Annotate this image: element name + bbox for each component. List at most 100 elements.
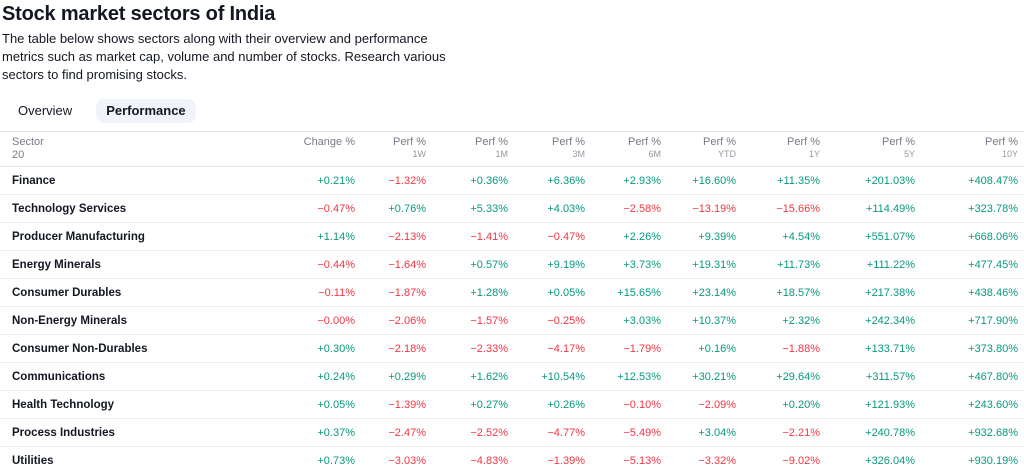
- sector-count: 20: [12, 149, 25, 161]
- perf-value: −1.57%: [428, 306, 510, 335]
- column-header-timeframe: 1Y: [808, 149, 820, 159]
- perf-value: +551.07%: [822, 222, 917, 251]
- perf-value: +467.80%: [917, 362, 1020, 391]
- sector-link[interactable]: Consumer Non-Durables: [12, 342, 148, 355]
- sector-link[interactable]: Energy Minerals: [12, 258, 101, 271]
- perf-value: +0.24%: [285, 362, 357, 391]
- perf-value: +12.53%: [587, 362, 663, 391]
- perf-value: −4.83%: [428, 446, 510, 465]
- column-header-sector[interactable]: Sector 20: [0, 131, 285, 167]
- column-header-1y[interactable]: Perf % 1Y: [738, 131, 822, 167]
- table-row: Utilities +0.73% −3.03% −4.83% −1.39% −5.13% −…: [0, 446, 1024, 465]
- perf-value: +19,504.56%: [1020, 418, 1024, 447]
- column-header-metric: Perf %: [881, 136, 915, 148]
- perf-value: +0.73%: [285, 446, 357, 465]
- table-header-row: Sector 20 Change % Perf % 1W Perf % 1M Perf %…: [0, 131, 1024, 167]
- column-header-metric: Perf %: [551, 136, 585, 148]
- column-header-metric: Perf %: [984, 136, 1018, 148]
- sector-link[interactable]: Health Technology: [12, 398, 115, 411]
- sector-link[interactable]: Non-Energy Minerals: [12, 314, 128, 327]
- perf-value: +24,970.01%: [1020, 390, 1024, 419]
- perf-value: +4.54%: [738, 222, 822, 251]
- sector-link[interactable]: Finance: [12, 174, 56, 187]
- perf-value: +201.03%: [822, 166, 917, 195]
- perf-value: −3.03%: [357, 446, 428, 465]
- sector-link[interactable]: Technology Services: [12, 202, 127, 215]
- table-body: Finance +0.21% −1.32% +0.36% +6.36% +2.93% +16…: [0, 166, 1024, 465]
- tab-overview[interactable]: Overview: [8, 99, 82, 123]
- perf-value: −0.47%: [285, 194, 357, 223]
- perf-value: +2.26%: [587, 222, 663, 251]
- column-header-6m[interactable]: Perf % 6M: [587, 131, 663, 167]
- column-header-timeframe: 10Y: [1001, 149, 1018, 159]
- perf-value: −2.58%: [587, 194, 663, 223]
- perf-value: −4.17%: [510, 334, 587, 363]
- perf-value: +114.49%: [822, 194, 917, 223]
- perf-value: −3.32%: [663, 446, 738, 465]
- column-header-1m[interactable]: Perf % 1M: [428, 131, 510, 167]
- perf-value: +0.57%: [428, 250, 510, 279]
- perf-value: +1.14%: [285, 222, 357, 251]
- perf-value: +373.80%: [917, 334, 1020, 363]
- perf-value: +0.16%: [663, 334, 738, 363]
- column-header-timeframe: 6M: [648, 149, 661, 159]
- perf-value: +5.33%: [428, 194, 510, 223]
- perf-value: +15,605.80%: [1020, 222, 1024, 251]
- perf-value: +4,115.89%: [1020, 362, 1024, 391]
- perf-value: +19.31%: [663, 250, 738, 279]
- perf-value: +717.90%: [917, 306, 1020, 335]
- page-title: Stock market sectors of India: [2, 3, 276, 25]
- sector-link[interactable]: Producer Manufacturing: [12, 230, 145, 243]
- perf-value: +50,985.13%: [1020, 278, 1024, 307]
- perf-value: −1.87%: [357, 278, 428, 307]
- column-header-timeframe: 5Y: [903, 149, 915, 159]
- column-header-10y[interactable]: Perf % 10Y: [917, 131, 1020, 167]
- perf-value: −2.09%: [663, 390, 738, 419]
- perf-value: −1.79%: [587, 334, 663, 363]
- tab-bar: Overview Performance: [8, 99, 1024, 123]
- sector-header-label: Sector: [12, 136, 44, 148]
- perf-value: −1.39%: [510, 446, 587, 465]
- sector-link[interactable]: Communications: [12, 370, 106, 383]
- perf-value: +0.27%: [428, 390, 510, 419]
- perf-value: −1.32%: [357, 166, 428, 195]
- column-header-metric: Perf %: [627, 136, 661, 148]
- column-header-all-time[interactable]: Perf %All Time: [1020, 131, 1024, 167]
- column-header-1w[interactable]: Perf % 1W: [357, 131, 428, 167]
- column-header-timeframe: All Time: [1020, 149, 1024, 160]
- perf-value: +0.36%: [428, 166, 510, 195]
- perf-value: +668.06%: [917, 222, 1020, 251]
- perf-value: −9.02%: [738, 446, 822, 465]
- table-row: Communications +0.24% +0.29% +1.62% +10.54% +…: [0, 362, 1024, 391]
- column-header-3m[interactable]: Perf % 3M: [510, 131, 587, 167]
- table-row: Consumer Durables −0.11% −1.87% +1.28% +0.05…: [0, 278, 1024, 307]
- perf-value: −2.33%: [428, 334, 510, 363]
- perf-value: +9.19%: [510, 250, 587, 279]
- perf-value: +10.54%: [510, 362, 587, 391]
- perf-value: −0.25%: [510, 306, 587, 335]
- column-header-ytd[interactable]: Perf % YTD: [663, 131, 738, 167]
- perf-value: +3.73%: [587, 250, 663, 279]
- column-header-metric: Perf %: [474, 136, 508, 148]
- perf-value: +7,890.66%: [1020, 306, 1024, 335]
- perf-value: −1.64%: [357, 250, 428, 279]
- perf-value: +217.38%: [822, 278, 917, 307]
- column-header-metric: Change %: [303, 136, 355, 148]
- perf-value: +6.36%: [510, 166, 587, 195]
- perf-value: +18.57%: [738, 278, 822, 307]
- perf-value: −0.44%: [285, 250, 357, 279]
- tab-performance[interactable]: Performance: [96, 99, 196, 123]
- perf-value: +9.39%: [663, 222, 738, 251]
- column-header-metric: Perf %: [702, 136, 736, 148]
- sector-link[interactable]: Process Industries: [12, 426, 115, 439]
- sector-link[interactable]: Consumer Durables: [12, 286, 122, 299]
- sector-link[interactable]: Utilities: [12, 454, 54, 465]
- column-header-5y[interactable]: Perf % 5Y: [822, 131, 917, 167]
- perf-value: −2.47%: [357, 418, 428, 447]
- perf-value: +438.46%: [917, 278, 1020, 307]
- perf-value: +0.37%: [285, 418, 357, 447]
- column-header-change-[interactable]: Change %: [285, 131, 357, 167]
- perf-value: +2.93%: [587, 166, 663, 195]
- perf-value: +121.93%: [822, 390, 917, 419]
